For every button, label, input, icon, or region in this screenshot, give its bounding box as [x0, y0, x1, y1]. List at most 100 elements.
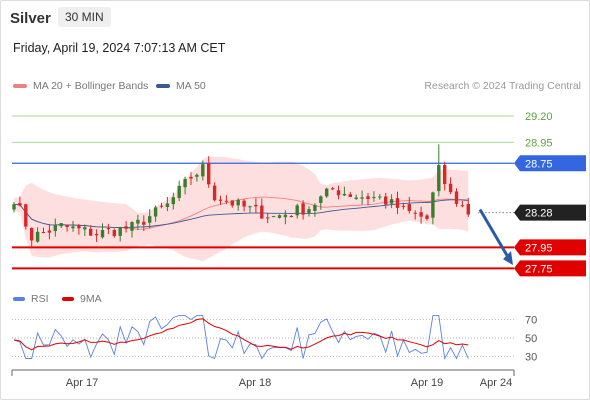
- candle-body: [171, 197, 175, 205]
- candle-body: [212, 185, 217, 201]
- candle-body: [236, 199, 240, 206]
- candle-body: [153, 207, 158, 217]
- candle-body: [195, 174, 199, 177]
- chart-datetime: Friday, April 19, 2024 7:07:13 AM CET: [13, 41, 226, 55]
- candle-body: [384, 196, 388, 205]
- level-tag-text-27.75: 27.75: [525, 263, 553, 275]
- candle-body: [89, 228, 93, 236]
- candle-body: [313, 204, 317, 211]
- level-tag-27.95: [514, 239, 586, 256]
- candle-body: [260, 205, 264, 219]
- candle-body: [177, 185, 181, 198]
- candle-body: [224, 200, 229, 202]
- candle-body: [283, 214, 288, 218]
- candle-body: [124, 226, 128, 229]
- candle-body: [395, 198, 400, 208]
- candle-body: [242, 200, 246, 207]
- candle-body: [460, 205, 465, 207]
- candle-body: [401, 205, 406, 207]
- level-tag-text-28.28: 28.28: [525, 208, 553, 220]
- candle-body: [342, 193, 347, 196]
- candle-body: [18, 203, 22, 206]
- rsi-ma9-line: [13, 318, 469, 351]
- rsi-swatch: [13, 297, 25, 301]
- ma9-label: 9MA: [80, 293, 102, 305]
- level-label-29.20: 29.20: [525, 111, 553, 123]
- candle-body: [201, 164, 205, 177]
- timeframe-badge[interactable]: 30 MIN: [58, 7, 111, 27]
- candle-body: [71, 226, 75, 229]
- rsi-line: [13, 315, 469, 360]
- x-tick-label: Apr 17: [66, 377, 98, 389]
- x-tick-label: Apr 24: [480, 377, 512, 389]
- candle-body: [24, 204, 28, 227]
- candle-body: [53, 225, 57, 232]
- level-tag-28.75: [514, 155, 586, 172]
- ma9-swatch: [62, 297, 74, 301]
- legend-ma20: MA 20 + Bollinger Bands: [13, 80, 148, 92]
- candle-body: [466, 203, 470, 215]
- candle-body: [12, 204, 16, 210]
- candles: [12, 144, 470, 248]
- forecast-arrow-head: [503, 251, 513, 266]
- candle-body: [100, 230, 105, 238]
- candle-body: [136, 219, 140, 224]
- bollinger-bands: [14, 156, 469, 262]
- bollinger-band-area: [14, 156, 469, 262]
- candle-body: [248, 206, 252, 208]
- ma50-line: [13, 199, 469, 229]
- candle-body: [189, 176, 193, 179]
- candle-body: [319, 196, 323, 203]
- candle-body: [407, 204, 411, 211]
- copyright-text: Research © 2024 Trading Central: [424, 80, 581, 92]
- candle-body: [266, 217, 270, 219]
- candle-body: [289, 215, 293, 217]
- candle-body: [83, 227, 87, 230]
- candle-body: [183, 178, 187, 188]
- legend-ma9: 9MA: [62, 293, 102, 305]
- candle-body: [330, 188, 335, 190]
- legend-ma50: MA 50: [156, 80, 206, 92]
- candle-body: [307, 209, 311, 214]
- ma20-swatch: [13, 84, 27, 88]
- candle-body: [59, 223, 63, 227]
- candle-body: [454, 191, 459, 204]
- level-tag-28.28: [514, 204, 586, 221]
- candle-body: [207, 163, 211, 185]
- candle-body: [35, 231, 40, 242]
- candle-body: [277, 215, 282, 218]
- candle-body: [336, 190, 341, 196]
- rsi-label: RSI: [31, 293, 49, 305]
- candle-body: [425, 215, 429, 219]
- rsi-tick-50: 50: [525, 333, 537, 345]
- candle-body: [366, 196, 370, 200]
- candle-body: [230, 200, 234, 206]
- candle-body: [47, 230, 52, 233]
- candle-body: [254, 204, 258, 207]
- candle-body: [360, 197, 364, 199]
- ma50-label: MA 50: [176, 80, 206, 92]
- candle-body: [348, 194, 352, 198]
- forecast-arrow-shaft: [478, 208, 510, 258]
- candle-body: [94, 233, 99, 236]
- ma50-swatch: [156, 84, 170, 88]
- level-tag-text-27.95: 27.95: [525, 242, 553, 254]
- candle-body: [148, 216, 152, 223]
- candle-body: [448, 183, 453, 193]
- x-tick-label: Apr 19: [411, 377, 443, 389]
- candle-body: [378, 196, 382, 198]
- candle-body: [118, 227, 122, 236]
- candle-body: [419, 212, 423, 217]
- candle-body: [112, 230, 116, 237]
- legend-rsi: RSI: [13, 293, 49, 305]
- ma20-label: MA 20 + Bollinger Bands: [33, 80, 149, 92]
- candle-body: [65, 224, 69, 228]
- candle-body: [295, 205, 299, 216]
- candle-body: [271, 216, 276, 218]
- candle-body: [301, 203, 305, 215]
- candle-body: [106, 228, 111, 230]
- level-label-28.95: 28.95: [525, 137, 553, 149]
- instrument-title: Silver: [10, 10, 51, 27]
- candle-body: [372, 197, 376, 199]
